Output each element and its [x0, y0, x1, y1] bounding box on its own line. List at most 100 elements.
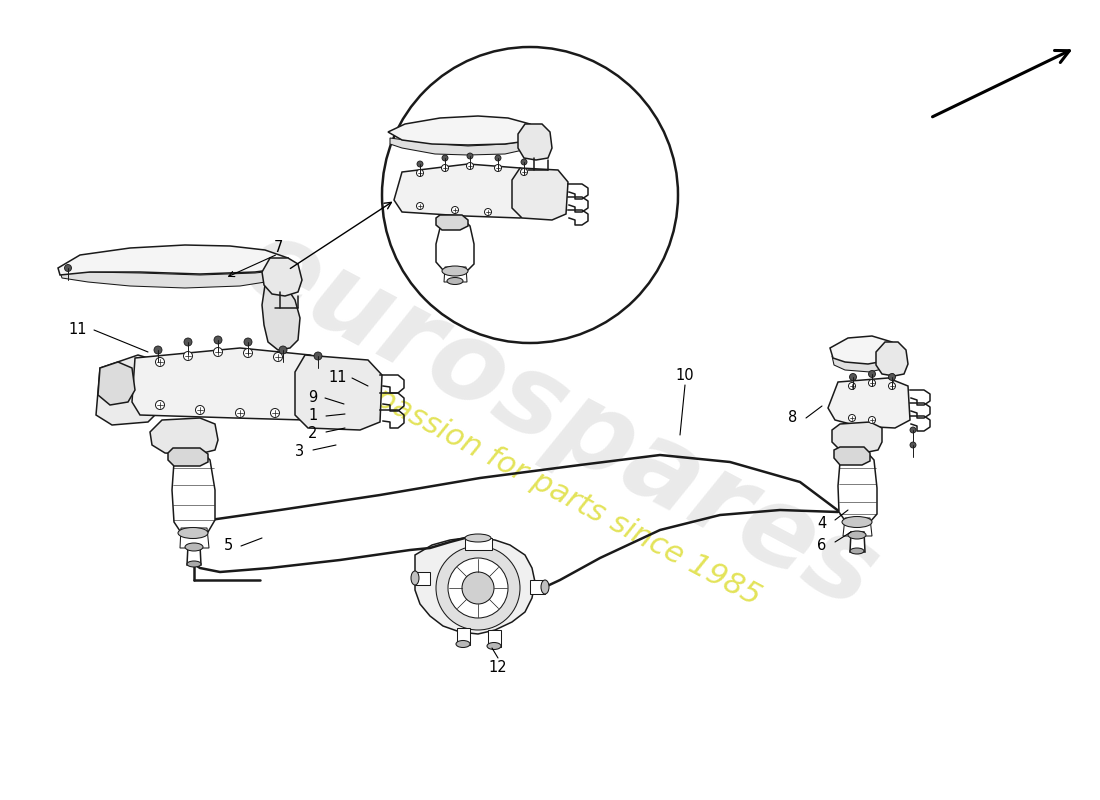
Polygon shape: [132, 348, 345, 420]
Circle shape: [889, 374, 895, 381]
Polygon shape: [512, 168, 568, 220]
Polygon shape: [150, 418, 218, 455]
Circle shape: [382, 47, 678, 343]
Circle shape: [848, 382, 856, 390]
Ellipse shape: [541, 580, 549, 594]
Polygon shape: [436, 215, 468, 230]
Polygon shape: [832, 356, 894, 372]
Text: 9: 9: [308, 390, 318, 406]
Text: 2: 2: [308, 426, 318, 442]
Text: 1: 1: [308, 409, 318, 423]
Polygon shape: [98, 362, 135, 405]
Polygon shape: [436, 218, 474, 274]
Circle shape: [271, 409, 279, 418]
Text: 11: 11: [68, 322, 87, 338]
Polygon shape: [838, 450, 877, 526]
Polygon shape: [876, 342, 907, 376]
Ellipse shape: [185, 543, 204, 551]
Circle shape: [466, 162, 473, 170]
Polygon shape: [390, 138, 534, 155]
Text: eurospares: eurospares: [224, 208, 895, 632]
Circle shape: [274, 353, 283, 362]
Polygon shape: [58, 245, 288, 275]
Polygon shape: [456, 628, 470, 645]
Ellipse shape: [178, 527, 208, 538]
Text: 11: 11: [329, 370, 348, 386]
Polygon shape: [444, 267, 468, 282]
Polygon shape: [832, 422, 882, 454]
Circle shape: [442, 155, 448, 161]
Circle shape: [279, 346, 287, 354]
Circle shape: [184, 351, 192, 361]
Polygon shape: [187, 545, 201, 565]
Circle shape: [417, 202, 424, 210]
Circle shape: [214, 336, 222, 344]
Circle shape: [213, 347, 222, 357]
Text: a passion for parts since 1985: a passion for parts since 1985: [344, 369, 766, 611]
Circle shape: [154, 346, 162, 354]
Text: 5: 5: [223, 538, 232, 554]
Polygon shape: [834, 447, 870, 465]
Circle shape: [869, 370, 876, 378]
Circle shape: [448, 558, 508, 618]
Circle shape: [484, 209, 492, 215]
Polygon shape: [388, 116, 540, 145]
Polygon shape: [415, 572, 430, 585]
Ellipse shape: [487, 642, 500, 650]
Polygon shape: [295, 355, 382, 430]
Polygon shape: [530, 580, 544, 594]
Ellipse shape: [842, 517, 872, 527]
Polygon shape: [465, 538, 492, 550]
Circle shape: [849, 374, 857, 381]
Text: 12: 12: [488, 661, 507, 675]
Polygon shape: [850, 532, 865, 552]
Polygon shape: [262, 285, 300, 350]
Circle shape: [155, 401, 165, 410]
Ellipse shape: [465, 534, 491, 542]
Circle shape: [910, 442, 916, 448]
Circle shape: [495, 155, 500, 161]
Polygon shape: [168, 448, 208, 466]
Circle shape: [889, 382, 895, 390]
Polygon shape: [262, 258, 303, 296]
Ellipse shape: [442, 266, 468, 276]
Circle shape: [417, 161, 424, 167]
Ellipse shape: [848, 531, 866, 539]
Ellipse shape: [411, 571, 419, 585]
Circle shape: [910, 427, 916, 433]
Ellipse shape: [447, 278, 463, 285]
Circle shape: [848, 414, 856, 422]
Circle shape: [244, 338, 252, 346]
Polygon shape: [394, 164, 548, 218]
Circle shape: [495, 165, 502, 171]
Ellipse shape: [187, 561, 201, 567]
Polygon shape: [96, 355, 160, 425]
Circle shape: [462, 572, 494, 604]
Text: 7: 7: [273, 241, 283, 255]
Circle shape: [468, 153, 473, 159]
Ellipse shape: [456, 641, 470, 647]
Circle shape: [869, 417, 876, 423]
Circle shape: [155, 358, 165, 366]
Polygon shape: [828, 378, 910, 428]
Circle shape: [521, 159, 527, 165]
Polygon shape: [518, 124, 552, 160]
Polygon shape: [172, 450, 214, 538]
Circle shape: [869, 379, 876, 386]
Polygon shape: [415, 538, 535, 634]
Circle shape: [243, 349, 253, 358]
Polygon shape: [843, 518, 872, 536]
Text: 4: 4: [817, 515, 826, 530]
Text: 3: 3: [296, 445, 305, 459]
Circle shape: [65, 265, 72, 271]
Circle shape: [314, 352, 322, 360]
Ellipse shape: [850, 548, 864, 554]
Polygon shape: [180, 528, 209, 548]
Circle shape: [451, 206, 459, 214]
Circle shape: [520, 169, 528, 175]
Text: 10: 10: [675, 367, 694, 382]
Text: 6: 6: [817, 538, 826, 553]
Polygon shape: [830, 336, 898, 364]
Polygon shape: [488, 630, 501, 647]
Polygon shape: [60, 270, 282, 288]
